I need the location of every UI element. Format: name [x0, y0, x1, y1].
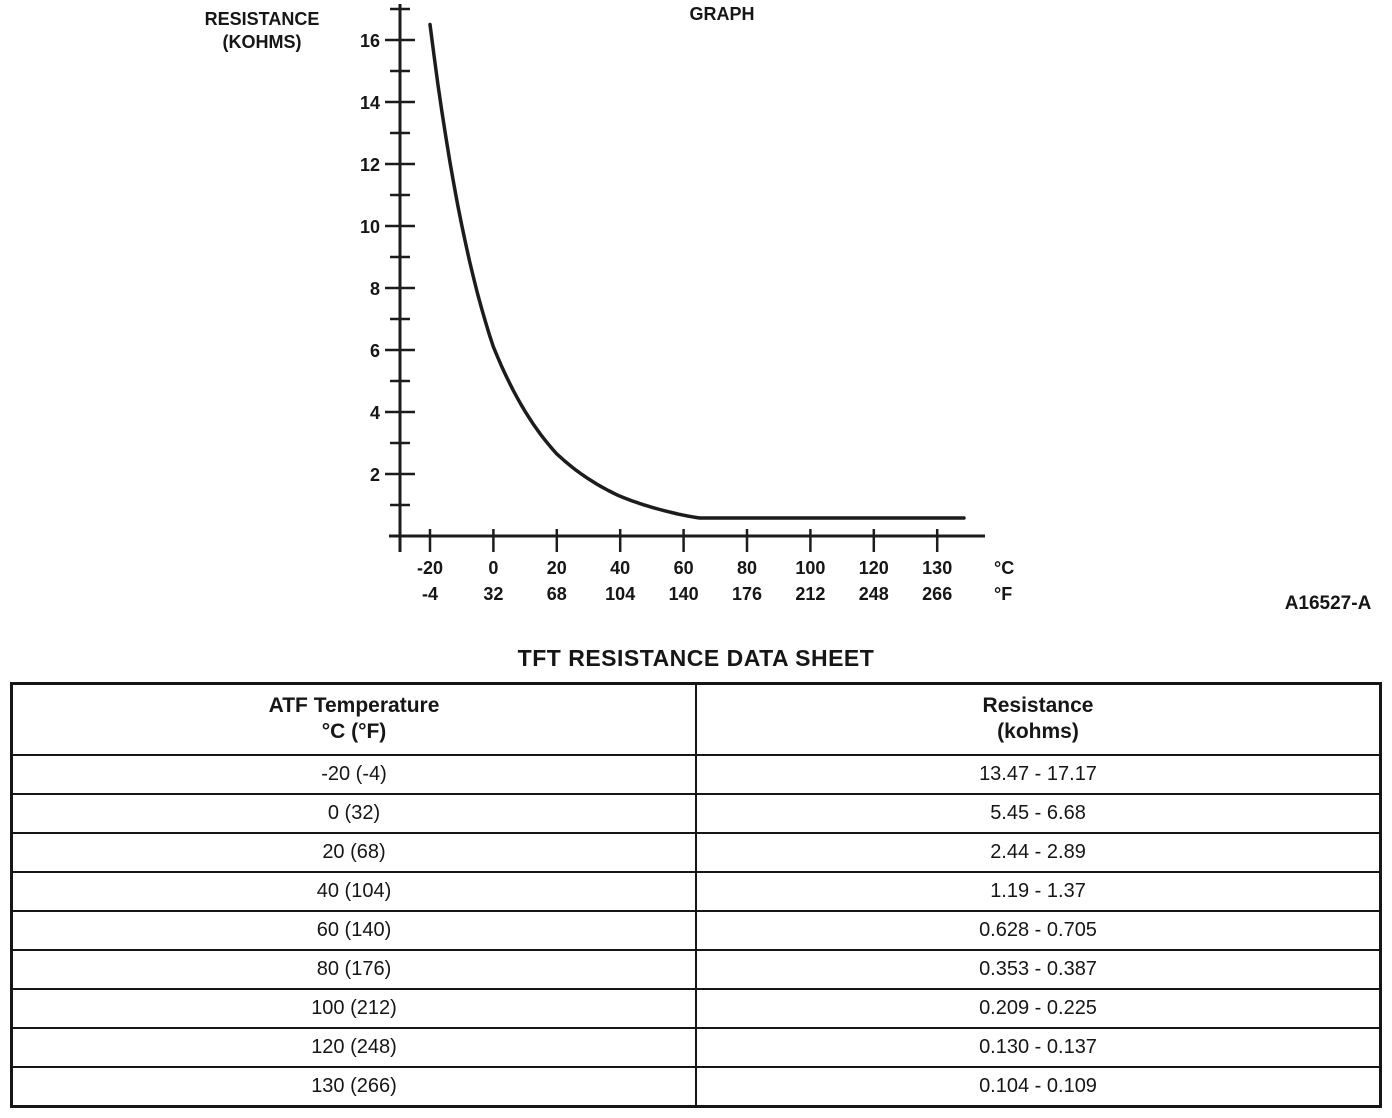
temperature-cell: 0 (32)	[10, 792, 697, 834]
figure-reference: A16527-A	[1285, 593, 1372, 614]
x-tick-label-celsius: 130	[922, 558, 952, 578]
fahrenheit-unit-label: °F	[994, 584, 1012, 604]
x-tick-label-celsius: 20	[547, 558, 567, 578]
temperature-cell: -20 (-4)	[10, 753, 697, 795]
temperature-cell: 40 (104)	[10, 870, 697, 912]
y-tick-label: 10	[360, 217, 380, 237]
col-header-resistance-line2: (kohms)	[997, 720, 1079, 744]
temperature-cell: 20 (68)	[10, 831, 697, 873]
temperature-cell: 130 (266)	[10, 1065, 697, 1107]
table-row: 80 (176) 0.353 - 0.387	[10, 948, 1382, 990]
x-axis-ticks: -20 -4 0 32 20 68 40 104 60 140 80 176 100 212 120 248 1…	[417, 529, 952, 604]
celsius-unit-label: °C	[994, 558, 1014, 578]
x-tick-label-celsius: 60	[674, 558, 694, 578]
col-header-resistance-line1: Resistance	[982, 694, 1094, 717]
table-title: TFT RESISTANCE DATA SHEET	[517, 645, 875, 671]
y-axis-ticks: 2 4 6 8 10 12 14 16	[360, 7, 415, 507]
table-row: -20 (-4) 13.47 - 17.17	[10, 753, 1382, 795]
col-header-temperature-line1: ATF Temperature	[268, 694, 440, 717]
temperature-cell: 120 (248)	[10, 1026, 697, 1068]
resistance-cell: 0.353 - 0.387	[695, 948, 1382, 990]
temperature-cell: 100 (212)	[10, 987, 697, 1029]
temperature-cell: 60 (140)	[10, 909, 697, 951]
resistance-curve	[428, 22, 966, 520]
resistance-cell: 2.44 - 2.89	[695, 831, 1382, 873]
x-tick-label-celsius: 120	[859, 558, 889, 578]
tft-resistance-table: ATF Temperature °C (°F) Resistance (kohm…	[10, 682, 1382, 1108]
resistance-cell: 5.45 - 6.68	[695, 792, 1382, 834]
x-tick-label-fahrenheit: 176	[732, 584, 762, 604]
table-row: 40 (104) 1.19 - 1.37	[10, 870, 1382, 912]
x-tick-label-fahrenheit: 104	[605, 584, 635, 604]
y-axis-title-line2: (KOHMS)	[223, 32, 302, 52]
graph-title: GRAPH	[689, 4, 754, 24]
table-header-row: ATF Temperature °C (°F) Resistance (kohm…	[10, 682, 1382, 756]
col-header-temperature-line2: °C (°F)	[321, 720, 387, 744]
y-tick-label: 4	[370, 403, 380, 423]
table-row: 20 (68) 2.44 - 2.89	[10, 831, 1382, 873]
x-tick-label-fahrenheit: 32	[483, 584, 503, 604]
table-row: 60 (140) 0.628 - 0.705	[10, 909, 1382, 951]
y-tick-label: 16	[360, 31, 380, 51]
y-tick-label: 6	[370, 341, 380, 361]
resistance-cell: 0.628 - 0.705	[695, 909, 1382, 951]
resistance-cell: 13.47 - 17.17	[695, 753, 1382, 795]
table-row: 0 (32) 5.45 - 6.68	[10, 792, 1382, 834]
resistance-cell: 0.209 - 0.225	[695, 987, 1382, 1029]
y-tick-label: 14	[360, 93, 380, 113]
x-tick-label-fahrenheit: 212	[795, 584, 825, 604]
x-tick-label-fahrenheit: 68	[547, 584, 567, 604]
temperature-cell: 80 (176)	[10, 948, 697, 990]
resistance-cell: 0.130 - 0.137	[695, 1026, 1382, 1068]
y-tick-label: 12	[360, 155, 380, 175]
col-header-temperature: ATF Temperature °C (°F)	[10, 682, 697, 756]
x-tick-label-fahrenheit: 248	[859, 584, 889, 604]
resistance-cell: 0.104 - 0.109	[695, 1065, 1382, 1107]
resistance-cell: 1.19 - 1.37	[695, 870, 1382, 912]
y-tick-label: 2	[370, 465, 380, 485]
table-row: 120 (248) 0.130 - 0.137	[10, 1026, 1382, 1068]
x-tick-label-fahrenheit: 266	[922, 584, 952, 604]
y-tick-label: 8	[370, 279, 380, 299]
x-tick-label-celsius: -20	[417, 558, 443, 578]
x-tick-label-fahrenheit: 140	[669, 584, 699, 604]
x-tick-label-celsius: 0	[488, 558, 498, 578]
x-tick-label-celsius: 80	[737, 558, 757, 578]
y-axis-title-line1: RESISTANCE	[205, 9, 320, 29]
x-tick-label-fahrenheit: -4	[422, 584, 438, 604]
table-row: 130 (266) 0.104 - 0.109	[10, 1065, 1382, 1107]
table-row: 100 (212) 0.209 - 0.225	[10, 987, 1382, 1029]
col-header-resistance: Resistance (kohms)	[695, 682, 1382, 756]
x-tick-label-celsius: 100	[795, 558, 825, 578]
x-tick-label-celsius: 40	[610, 558, 630, 578]
